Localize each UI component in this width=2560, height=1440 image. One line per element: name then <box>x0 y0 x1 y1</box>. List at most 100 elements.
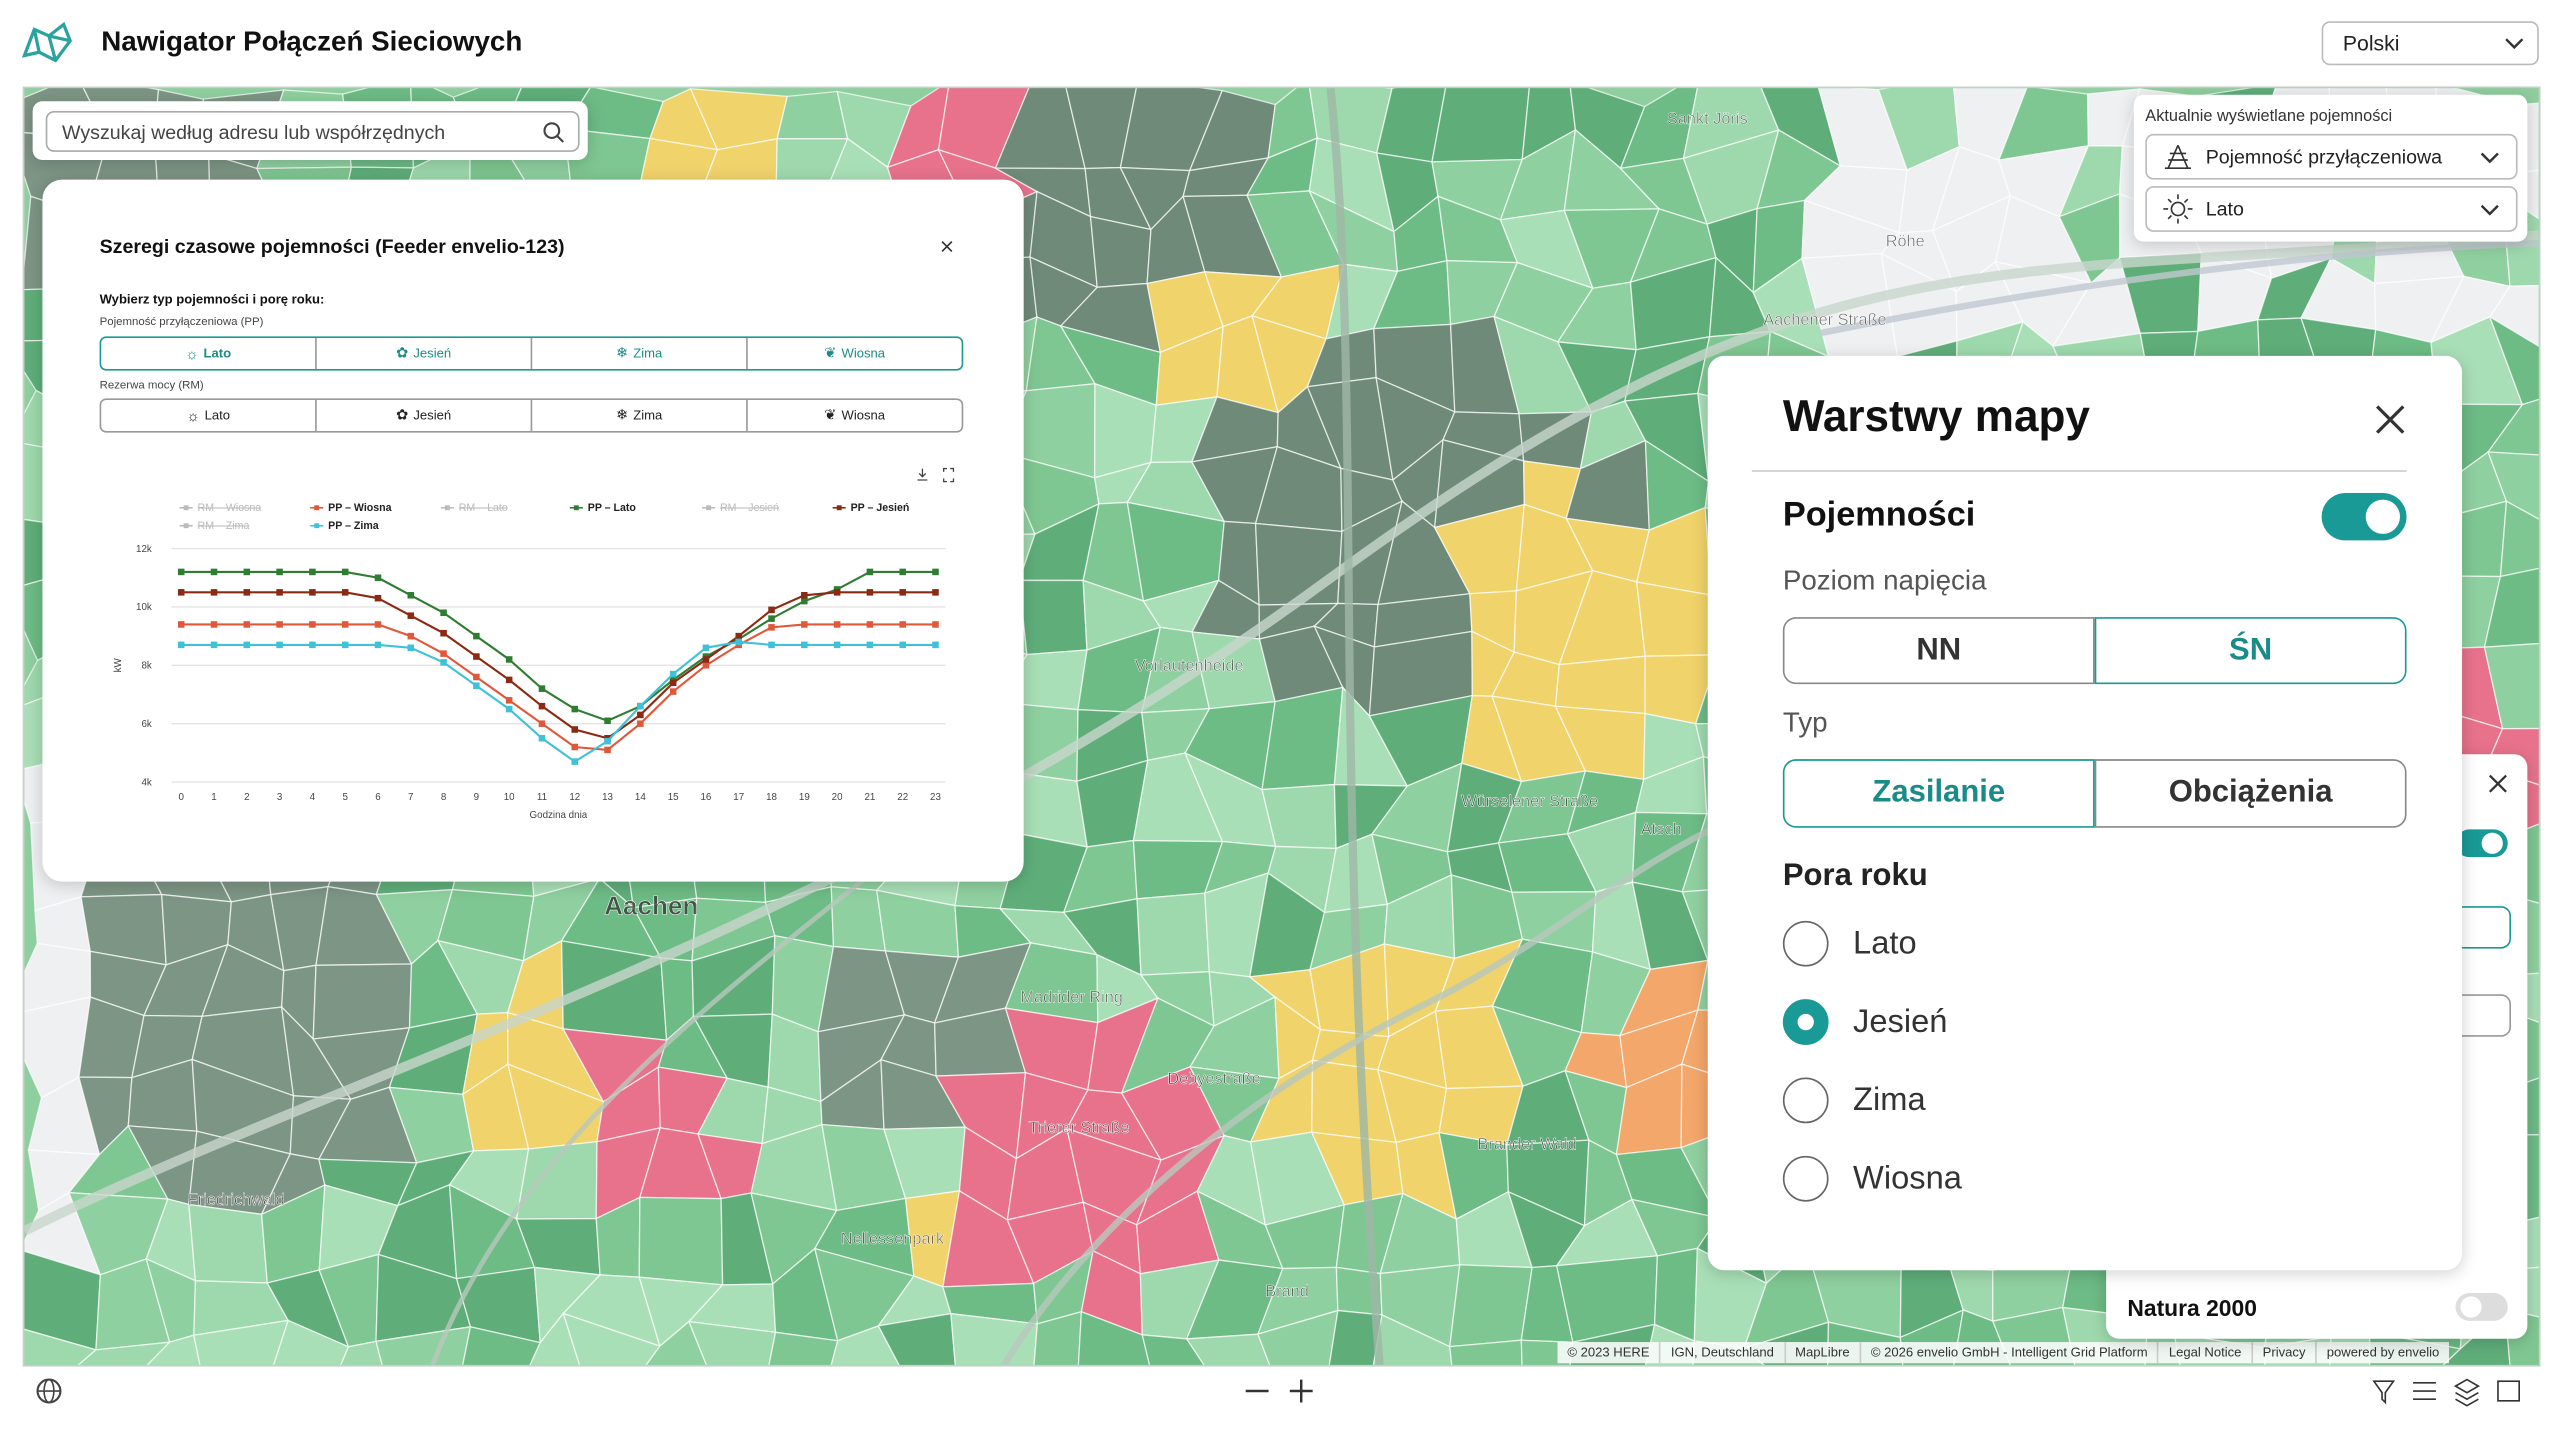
map-label: Madrider Ring <box>1020 988 1122 1006</box>
legend-marker <box>314 505 320 511</box>
segment-button[interactable]: ŚN <box>2094 617 2407 685</box>
radio[interactable] <box>1782 999 1829 1045</box>
map-label: Brand <box>1265 1282 1309 1300</box>
legend-label[interactable]: PP – Wiosna <box>328 502 391 514</box>
search-input[interactable]: Wyszukaj według adresu lub współrzędnych <box>45 111 580 152</box>
point <box>440 659 447 666</box>
bottom-bar <box>36 1378 2520 1407</box>
layers-icon[interactable] <box>2453 1378 2481 1407</box>
attribution: © 2023 HERE IGN, Deutschland MapLibre © 202… <box>1557 1342 2450 1364</box>
season-label: Zima <box>633 408 663 423</box>
segment-button[interactable]: NN <box>1782 617 2095 685</box>
button-group: ☼ Lato ✿ Jesień ❄ Zima ❦ Wiosna <box>99 336 964 371</box>
point <box>505 697 513 704</box>
timeseries-title: Szeregi czasowe pojemności (Feeder envel… <box>99 235 565 258</box>
attribution-item: Privacy <box>2251 1342 2315 1364</box>
capacity-type-select[interactable]: Pojemność przyłączeniowa <box>2145 133 2518 180</box>
point <box>276 589 283 596</box>
radio[interactable] <box>1782 1155 1829 1202</box>
point <box>177 641 185 649</box>
point <box>309 589 316 596</box>
season-button[interactable]: ☼ Lato <box>101 337 317 369</box>
point <box>833 641 841 649</box>
point <box>702 644 710 652</box>
point <box>309 568 316 576</box>
chevron <box>2480 204 2499 216</box>
search-placeholder: Wyszukaj według adresu lub współrzędnych <box>62 120 446 144</box>
zoom-in[interactable] <box>1289 1379 1313 1403</box>
season-button[interactable]: ❄ Zima <box>532 399 748 432</box>
x-tick-label: 22 <box>897 792 908 803</box>
season-button[interactable]: ☼ Lato <box>101 399 317 432</box>
radio[interactable] <box>1782 920 1829 967</box>
point <box>538 685 546 692</box>
icon: ❄ <box>616 406 629 423</box>
series-line <box>181 623 936 752</box>
point <box>735 638 743 646</box>
map-area <box>312 963 413 1040</box>
timeseries-panel: Szeregi czasowe pojemności (Feeder envel… <box>42 179 1024 882</box>
legend-label[interactable]: RM – Lato <box>459 502 508 514</box>
season-button[interactable]: ❄ Zima <box>532 337 748 369</box>
divider <box>1751 470 2407 472</box>
close[interactable] <box>2374 403 2407 436</box>
map-area <box>193 1319 290 1365</box>
point <box>473 682 480 689</box>
point <box>768 606 775 614</box>
legend-label[interactable]: RM – Wiosna <box>198 502 262 514</box>
map-area <box>2487 451 2539 520</box>
legend-label[interactable]: PP – Lato <box>588 502 637 514</box>
language-select[interactable]: Polski <box>2321 21 2539 66</box>
toggle[interactable] <box>2321 493 2407 541</box>
icon: ❄ <box>616 344 629 361</box>
season-button[interactable]: ✿ Jesień <box>317 337 533 369</box>
point <box>866 621 874 628</box>
x-tick-label: 17 <box>733 792 744 803</box>
season-button[interactable]: ❦ Wiosna <box>748 400 962 431</box>
point <box>669 688 677 695</box>
legend-label[interactable]: RM – Zima <box>198 520 250 532</box>
legend-label[interactable]: PP – Jesień <box>851 502 910 514</box>
point <box>833 621 841 628</box>
capacity-season-select[interactable]: Lato <box>2145 186 2518 232</box>
image-icon[interactable] <box>2497 1380 2520 1402</box>
point <box>735 632 743 640</box>
toggle[interactable] <box>2455 1293 2508 1321</box>
point <box>473 632 480 640</box>
radio[interactable] <box>1782 1077 1829 1124</box>
season-button[interactable]: ❦ Wiosna <box>748 338 962 369</box>
point <box>210 568 218 576</box>
x-tick-label: 8 <box>441 792 447 803</box>
list-icon[interactable] <box>2413 1382 2436 1400</box>
point <box>177 621 185 628</box>
search-icon <box>543 122 565 143</box>
chart-tools[interactable] <box>916 467 955 483</box>
legend-label[interactable]: PP – Zima <box>328 520 379 532</box>
legend-marker <box>183 523 189 529</box>
segment-button[interactable]: Obciążenia <box>2094 759 2407 828</box>
filter-icon[interactable] <box>2372 1380 2396 1405</box>
x-tick-label: 7 <box>408 792 413 803</box>
series-line <box>181 570 936 722</box>
radio-label: Zima <box>1853 1082 1926 1119</box>
segment-button[interactable]: Zasilanie <box>1782 759 2095 828</box>
point <box>177 568 185 576</box>
toggle[interactable] <box>2455 829 2508 858</box>
group-label: Pojemność przyłączeniowa (PP) <box>99 316 264 329</box>
legend-label[interactable]: RM – Jesień <box>720 502 779 514</box>
point <box>538 702 546 710</box>
radio-label: Jesień <box>1853 1004 1948 1040</box>
point <box>866 641 874 649</box>
voltage-switch: NN ŚN <box>1782 617 2407 685</box>
point <box>538 720 546 727</box>
map-label: Aachen <box>604 890 698 920</box>
map-label: Vorlautenheide <box>1135 657 1244 675</box>
map-area <box>1254 522 1343 606</box>
attribution-item: IGN, Deutschland <box>1659 1342 1783 1364</box>
map-area <box>2483 567 2539 648</box>
close[interactable] <box>2488 774 2508 794</box>
season-label: Wiosna <box>841 346 886 361</box>
close[interactable] <box>940 240 953 253</box>
road <box>1326 88 1384 1365</box>
season-button[interactable]: ✿ Jesień <box>317 399 533 432</box>
